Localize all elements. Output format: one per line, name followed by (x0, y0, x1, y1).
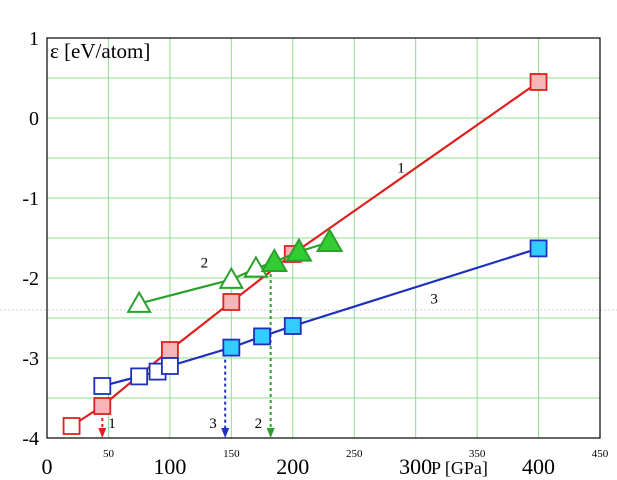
series-1-point (62, 417, 81, 435)
y-tick-label: -2 (22, 268, 39, 290)
y-tick-label: -1 (22, 188, 39, 210)
transition-arrow-head (266, 428, 275, 438)
series-label-1: 1 (397, 160, 405, 176)
transition-arrow-label: 1 (108, 416, 116, 432)
x-tick-label-major: 300 (399, 454, 432, 479)
x-tick-label-minor: 350 (469, 448, 486, 460)
series-1-point (529, 73, 548, 91)
chart-title: ε [eV/atom] (50, 39, 150, 63)
transition-arrows: 1 3 2 (98, 262, 275, 438)
y-tick-label: -3 (22, 348, 39, 370)
series-2-point (260, 247, 289, 272)
series-1-point (160, 341, 179, 359)
y-tick-label: 0 (29, 108, 39, 130)
series-3-point (130, 367, 149, 386)
series-3-point (222, 338, 241, 357)
series-2-point (218, 266, 245, 289)
series-label-3: 3 (430, 292, 438, 308)
series-3-point (529, 239, 548, 258)
x-tick-label-major: 200 (276, 454, 309, 479)
x-tick-label-minor: 50 (103, 448, 115, 460)
series-3-point (283, 317, 302, 335)
series-2-point (315, 227, 344, 252)
axes (46, 37, 601, 439)
series-2-point (126, 290, 152, 313)
x-tick-label-minor: 450 (592, 448, 609, 460)
transition-arrow-label: 3 (209, 416, 217, 432)
data-series: 1 2 3 (62, 73, 548, 435)
series-label-2: 2 (201, 256, 209, 272)
series-2-point (285, 237, 313, 262)
x-axis-label: P [GPa] (431, 458, 488, 478)
plot-frame (46, 37, 601, 439)
series-1-point (222, 293, 241, 311)
x-tick-label-minor: 150 (223, 448, 240, 460)
x-tick-label-minor: 250 (346, 448, 363, 460)
x-tick-label-major: 400 (522, 454, 555, 479)
y-tick-label: 1 (29, 28, 39, 50)
series-3-point (253, 327, 271, 346)
x-tick-label-major: 0 (42, 454, 53, 479)
transition-arrow-label: 2 (255, 416, 263, 432)
x-tick-label-major: 100 (153, 454, 186, 479)
series-1-point (93, 397, 112, 415)
transition-arrow-head (221, 428, 230, 438)
y-tick-label: -4 (22, 428, 39, 450)
series-3-point (93, 377, 112, 395)
grid (0, 38, 617, 438)
transition-arrow-head (98, 428, 107, 438)
series-3-point (160, 357, 179, 375)
